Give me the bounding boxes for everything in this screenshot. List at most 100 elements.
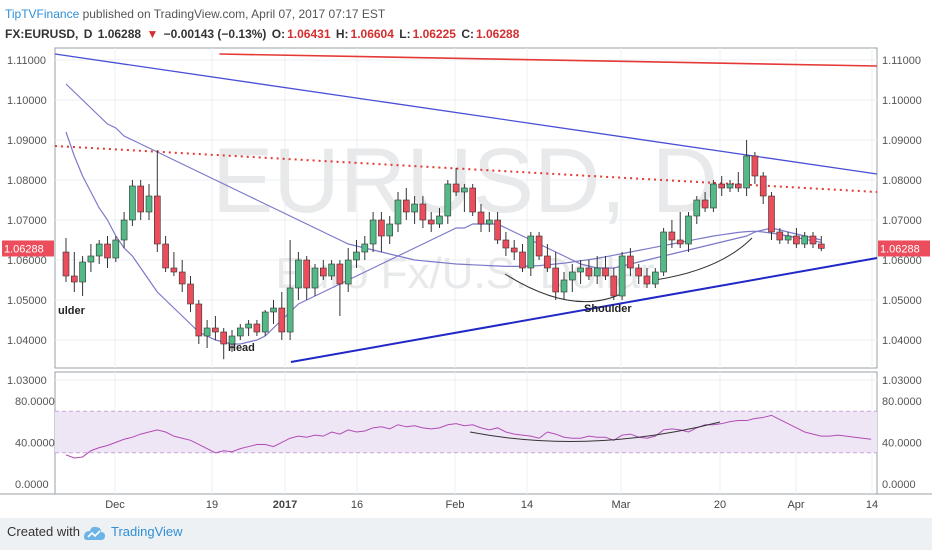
candle <box>203 320 211 348</box>
candle <box>726 180 734 192</box>
candle-body <box>402 199 410 213</box>
candle-body <box>577 267 584 273</box>
candle-body <box>95 243 103 257</box>
candle <box>510 240 518 260</box>
candle <box>154 150 161 252</box>
candle <box>660 228 667 276</box>
candle-body <box>593 267 601 277</box>
candle-body <box>726 183 734 189</box>
low-value: 1.06225 <box>412 27 456 41</box>
candle-body <box>71 275 78 283</box>
candle-body <box>237 327 244 337</box>
candle <box>311 264 319 296</box>
candle <box>353 240 360 268</box>
candle <box>577 260 584 284</box>
candle-body <box>87 255 95 263</box>
candle-body <box>336 263 344 285</box>
candle <box>643 268 651 288</box>
candle-body <box>535 235 543 257</box>
candle-body <box>759 175 767 197</box>
time-tick-label: 14 <box>866 499 878 511</box>
candle-body <box>469 187 477 213</box>
candle <box>228 330 236 352</box>
candle <box>87 244 95 272</box>
price-pane-frame <box>54 47 878 369</box>
candle <box>336 260 344 316</box>
candle <box>187 276 194 312</box>
candle-body <box>502 239 510 249</box>
candle <box>461 184 468 212</box>
candle-body <box>344 259 352 285</box>
candle <box>751 152 759 184</box>
rsi-pattern-arc <box>469 421 721 442</box>
candle-body <box>519 251 526 269</box>
candle <box>494 212 501 244</box>
candle-body <box>319 267 327 277</box>
time-tick-label: Mar <box>612 499 631 511</box>
candle-body <box>62 251 70 277</box>
candle-body <box>311 267 319 289</box>
symbol: FX:EURUSD, <box>5 27 79 41</box>
tradingview-link[interactable]: TradingView <box>111 524 183 539</box>
candle-body <box>369 219 377 245</box>
candle <box>693 196 701 224</box>
candle-body <box>162 243 169 269</box>
last-price-tag-label: 1.06288 <box>880 243 920 255</box>
time-tick-label: 2017 <box>273 499 297 511</box>
annotation-shoulder: Shoulder <box>584 303 632 315</box>
candle-body <box>668 231 676 241</box>
candle <box>394 192 402 232</box>
price-tick-left: 1.11000 <box>7 55 46 67</box>
candle-body <box>793 235 800 245</box>
high-label: H: <box>335 27 349 41</box>
candle <box>535 232 543 260</box>
candle <box>685 212 692 252</box>
candle-body <box>436 215 443 225</box>
candle <box>386 216 394 244</box>
tradingview-logo-icon[interactable] <box>82 523 106 543</box>
price-tick-right: 1.10000 <box>882 95 922 107</box>
price-tick-right: 1.04000 <box>882 335 922 347</box>
candle <box>618 252 626 300</box>
candle <box>485 212 493 232</box>
price-tick-left: 1.07000 <box>7 215 47 227</box>
price-tick-left: 1.06000 <box>7 255 47 267</box>
rsi-tick-left: 40.0000 <box>15 437 55 449</box>
price-tick-right: 1.03000 <box>882 375 922 387</box>
candle <box>419 196 427 228</box>
candle-body <box>378 219 385 237</box>
chart-canvas[interactable]: 1.11000 1.11000 1.10000 1.10000 1.09000 1.090… <box>0 0 932 518</box>
price-tick-right: 1.06000 <box>882 255 922 267</box>
candle-body <box>743 155 750 189</box>
price-tick-right: 1.09000 <box>882 135 922 147</box>
candle <box>519 244 526 272</box>
candle <box>344 248 352 292</box>
candle-body <box>485 219 493 225</box>
watermark-symbol: EURUSD, D <box>212 130 718 232</box>
candle-body <box>710 183 717 209</box>
candle-body <box>295 259 302 289</box>
candle-body <box>643 275 651 285</box>
candle-body <box>245 323 252 329</box>
candle <box>237 324 244 340</box>
candle-body <box>602 267 609 277</box>
candle <box>129 180 136 226</box>
price-tick-right: 1.11000 <box>882 55 921 67</box>
candle <box>303 256 311 300</box>
candle <box>768 192 775 240</box>
down-arrow-icon: ▼ <box>146 27 159 41</box>
candle-body <box>220 331 227 345</box>
candle-body <box>419 203 427 221</box>
publisher-brand[interactable]: TipTVFinance <box>5 7 80 21</box>
candle <box>801 232 809 248</box>
candle <box>585 260 593 280</box>
trendline-resistance_solid_blue <box>54 53 878 175</box>
candle-body <box>104 243 111 259</box>
candle-body <box>452 183 460 193</box>
trendline-upper_red <box>219 53 878 67</box>
candle <box>402 188 410 220</box>
candle <box>759 172 767 204</box>
candle <box>627 248 634 276</box>
rsi-tick-right: 0.0000 <box>882 479 916 491</box>
candle-body <box>701 199 709 209</box>
